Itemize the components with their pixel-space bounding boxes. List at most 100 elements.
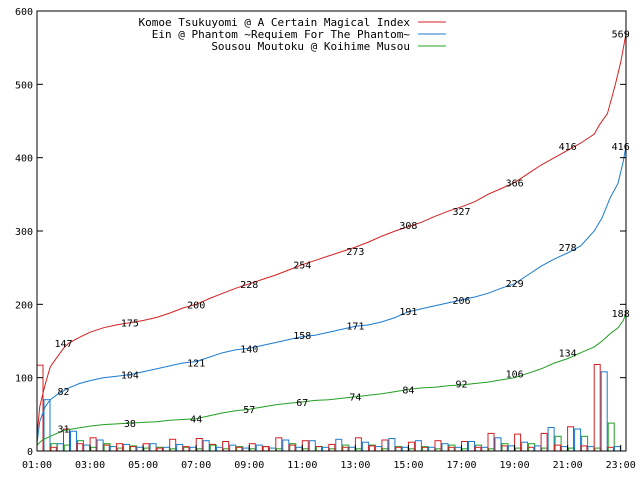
bar-blue-3 [83,444,91,452]
bar-blue-5 [109,446,117,452]
bar-blue-12 [202,440,210,452]
bar-blue-38 [547,427,555,452]
bar-blue-4 [96,439,104,452]
data-label-1-6: 191 [399,307,417,318]
bar-blue-27 [401,446,409,452]
data-label-0-8: 366 [506,179,524,190]
x-tick-label-4: 09:00 [234,460,264,471]
x-tick-label-0: 01:00 [22,460,52,471]
bar-blue-28 [414,440,422,452]
y-tick-label-0: 0 [27,447,33,458]
series-line-1 [36,145,627,444]
data-label-1-7: 206 [452,296,470,307]
y-axis: 0 100 200 300 400 500 600 [15,7,626,458]
bar-blue-13 [216,446,223,452]
bar-blue-24 [361,441,369,452]
bar-blue-22 [335,438,343,452]
x-tick-label-3: 07:00 [181,460,211,471]
bar-blue-34 [494,437,502,452]
bar-blue-9 [162,446,170,452]
data-label-2-1: 38 [124,419,136,430]
bar-blue-30 [441,443,449,452]
data-label-2-9: 134 [559,349,577,360]
y-tick-label-6: 600 [15,7,33,18]
data-label-2-0: 31 [57,424,69,435]
x-tick-label-2: 05:00 [128,460,158,471]
y-tick-label-3: 300 [15,227,33,238]
data-label-1-9: 278 [559,243,577,254]
data-label-2-3: 57 [243,405,255,416]
bar-blue-35 [507,445,515,452]
bar-blue-25 [375,446,383,452]
bar-blue-23 [348,446,356,452]
legend: Komoe Tsukuyomi @ A Certain Magical Inde… [138,16,446,53]
data-label-1-8: 229 [506,279,524,290]
data-label-0-10: 569 [612,30,630,41]
bar-blue-6 [123,443,131,452]
bar-blue-19 [295,446,303,452]
data-label-1-1: 104 [121,371,139,382]
x-tick-label-11: 23:00 [606,460,636,471]
bar-blue-14 [229,444,237,452]
data-label-0-3: 228 [240,280,258,291]
bar-blue-41 [587,446,595,452]
x-tick-label-1: 03:00 [75,460,105,471]
data-label-1-10: 416 [612,142,630,153]
bar-blue-43 [613,446,621,452]
plot-frame [36,10,627,452]
bar-blue-21 [322,446,330,452]
x-tick-label-10: 21:00 [553,460,583,471]
data-label-0-6: 308 [399,221,417,232]
data-label-1-4: 158 [293,331,311,342]
series-line-2 [36,312,627,446]
data-label-2-8: 106 [506,369,524,380]
bar-blue-8 [149,443,157,452]
bar-blue-36 [521,441,529,452]
bar-blue-39 [560,446,568,452]
data-labels: 147 175 200 228 254 273 308 327 366 416 569 82 104 12… [54,30,629,436]
data-label-2-7: 92 [455,380,467,391]
legend-label-2: Sousou Moutoku @ Koihime Musou [211,40,410,53]
bar-blue-37 [534,445,542,452]
data-label-1-3: 140 [240,344,258,355]
bar-blue-16 [255,444,263,452]
bar-blue-42 [600,371,608,452]
bar-blue-2 [70,430,77,452]
bar-blue-1 [56,443,64,452]
data-label-2-6: 84 [402,385,414,396]
data-label-0-4: 254 [293,261,311,272]
data-label-2-10: 188 [612,309,630,320]
data-label-2-2: 44 [190,415,202,426]
series-line-0 [36,33,627,437]
x-axis: 01:00 03:00 05:00 07:00 09:00 11:00 13:00 15:00… [22,445,636,471]
y-tick-label-4: 400 [15,154,33,165]
bar-blue-40 [574,428,582,452]
data-label-0-7: 327 [452,207,470,218]
bar-blue-32 [468,441,475,452]
bar-red-40 [567,426,575,452]
y-tick-label-5: 500 [15,80,33,91]
bar-blue-18 [282,439,290,452]
data-label-0-9: 416 [559,142,577,153]
data-label-1-0: 82 [57,387,69,398]
data-label-0-1: 175 [121,319,139,330]
bar-blue-10 [176,443,184,452]
x-tick-label-7: 15:00 [393,460,423,471]
bar-blue-20 [308,440,316,452]
data-label-2-5: 74 [349,393,361,404]
y-tick-label-1: 100 [15,374,33,385]
data-label-0-5: 273 [346,247,364,258]
x-tick-label-9: 19:00 [500,460,530,471]
bar-blue-7 [136,446,144,452]
legend-label-0: Komoe Tsukuyomi @ A Certain Magical Inde… [138,16,410,29]
series-lines [36,33,627,446]
data-label-0-2: 200 [187,300,205,311]
bar-red-42 [593,364,601,452]
bar-blue-11 [189,446,197,452]
bar-blue-33 [481,446,489,452]
legend-label-1: Ein @ Phantom ~Requiem For The Phantom~ [152,28,411,41]
bar-blue-29 [428,446,436,452]
x-tick-label-5: 11:00 [287,460,317,471]
data-label-1-2: 121 [187,358,205,369]
